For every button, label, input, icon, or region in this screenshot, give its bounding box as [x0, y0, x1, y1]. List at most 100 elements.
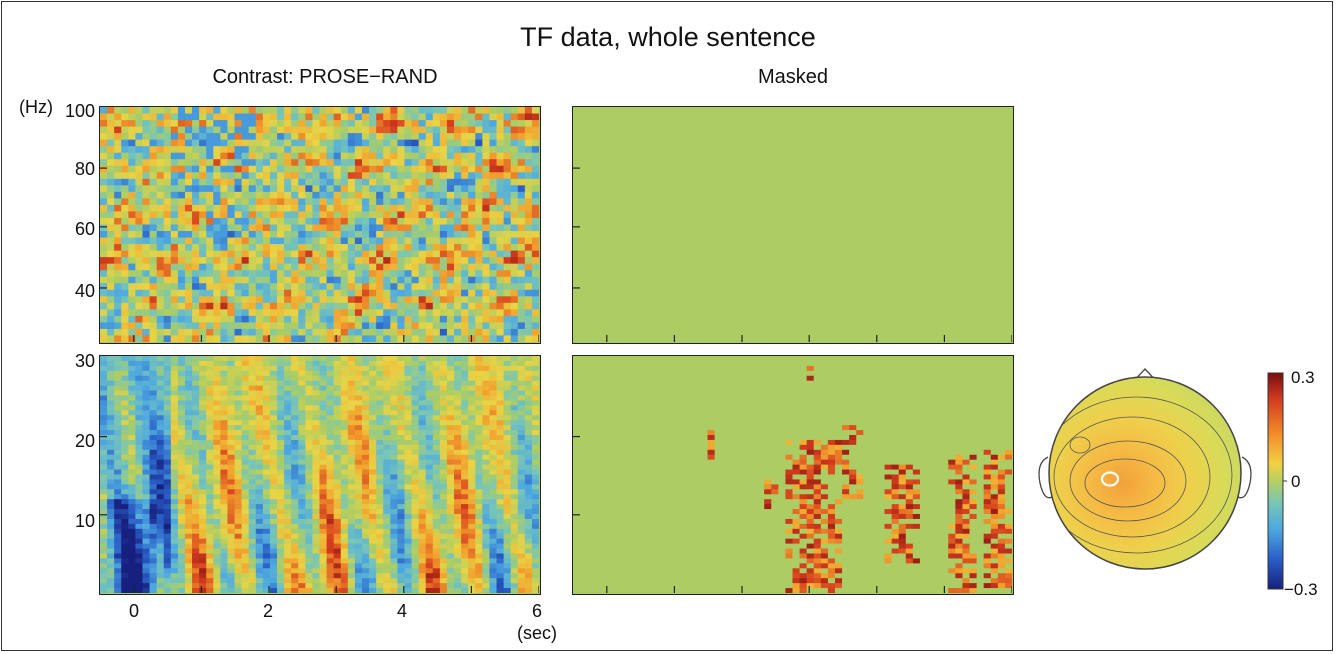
contrast-low-cell [291, 459, 299, 466]
contrast-low-cell [361, 356, 370, 362]
contrast-low-cell [177, 523, 186, 530]
contrast-low-cell [213, 390, 221, 397]
contrast-high-cell [277, 309, 285, 317]
contrast-high-cell [121, 217, 129, 226]
contrast-high-cell [369, 270, 377, 278]
contrast-low-cell [524, 435, 533, 441]
contrast-high-cell [461, 126, 469, 134]
contrast-high-cell [510, 133, 519, 141]
contrast-high-cell [277, 185, 285, 193]
contrast-low-cell [354, 410, 363, 416]
contrast-low-cell [390, 380, 398, 387]
contrast-high-cell [227, 250, 236, 258]
contrast-low-cell [128, 410, 136, 416]
contrast-high-cell [461, 322, 469, 330]
contrast-high-cell [454, 309, 462, 317]
contrast-low-cell [305, 474, 314, 481]
contrast-high-cell [319, 250, 328, 258]
contrast-high-cell [369, 159, 377, 167]
contrast-high-cell [277, 198, 285, 206]
contrast-high-cell [461, 217, 469, 226]
contrast-low-cell [100, 395, 108, 402]
contrast-low-cell [170, 454, 179, 461]
contrast-low-cell [397, 499, 406, 505]
contrast-low-cell [142, 395, 151, 402]
contrast-low-cell [135, 365, 144, 372]
contrast-low-cell [524, 553, 533, 560]
contrast-low-cell [199, 543, 207, 550]
contrast-low-cell [248, 509, 257, 515]
contrast-low-cell [100, 435, 108, 441]
contrast-high-cell [241, 270, 250, 278]
contrast-low-cell [142, 518, 151, 525]
contrast-low-cell [241, 514, 250, 520]
contrast-low-cell [255, 405, 264, 411]
contrast-low-cell [361, 474, 370, 481]
contrast-high-cell [312, 204, 321, 213]
contrast-low-cell [100, 523, 108, 530]
contrast-low-cell [170, 464, 179, 471]
contrast-high-cell [170, 276, 179, 284]
contrast-high-cell [383, 204, 391, 213]
contrast-high-cell [184, 120, 193, 128]
contrast-low-cell [291, 568, 299, 574]
contrast-low-cell [277, 563, 285, 569]
contrast-high-cell [241, 283, 250, 291]
contrast-high-cell [284, 172, 292, 180]
contrast-low-cell [361, 395, 370, 402]
contrast-high-cell [319, 165, 328, 173]
contrast-high-cell [262, 172, 271, 180]
contrast-low-cell [114, 380, 122, 387]
contrast-high-cell [128, 159, 136, 167]
contrast-low-cell [107, 518, 115, 525]
contrast-high-cell [184, 244, 193, 252]
contrast-low-cell [425, 400, 434, 406]
contrast-high-cell [354, 263, 363, 271]
contrast-low-cell [128, 573, 136, 579]
contrast-high-cell [177, 335, 186, 342]
contrast-high-cell [262, 231, 271, 239]
contrast-high-cell [213, 185, 221, 193]
contrast-low-cell [340, 415, 349, 421]
contrast-high-cell [100, 178, 108, 186]
contrast-low-cell [305, 568, 314, 574]
contrast-low-cell [248, 523, 257, 530]
contrast-high-cell [468, 283, 476, 291]
contrast-low-cell [411, 405, 420, 411]
contrast-low-cell [454, 444, 462, 451]
contrast-low-cell [269, 425, 278, 431]
contrast-low-cell [510, 538, 519, 545]
contrast-low-cell [262, 509, 271, 515]
contrast-high-cell [156, 302, 165, 310]
contrast-high-cell [184, 257, 193, 265]
contrast-high-cell [404, 302, 413, 310]
contrast-high-cell [234, 204, 243, 213]
contrast-high-cell [482, 113, 491, 121]
contrast-low-cell [121, 464, 129, 471]
contrast-high-cell [531, 159, 539, 167]
contrast-high-cell [418, 237, 427, 245]
contrast-low-cell [227, 499, 236, 505]
contrast-low-cell [404, 395, 413, 402]
contrast-low-cell [489, 499, 498, 505]
contrast-high-cell [489, 250, 498, 258]
contrast-low-cell [213, 548, 221, 555]
contrast-low-cell [361, 400, 370, 406]
contrast-low-cell [206, 385, 214, 392]
contrast-low-cell [128, 543, 136, 550]
contrast-high-cell [121, 185, 129, 193]
contrast-low-cell [192, 395, 200, 402]
contrast-low-cell [482, 489, 491, 495]
contrast-low-cell [524, 449, 533, 456]
contrast-low-cell [376, 449, 384, 456]
contrast-low-cell [206, 528, 214, 535]
contrast-low-cell [277, 454, 285, 461]
contrast-high-cell [312, 296, 321, 304]
contrast-low-cell [128, 469, 136, 476]
contrast-high-cell [326, 172, 335, 180]
contrast-low-cell [425, 514, 434, 520]
contrast-low-cell [128, 370, 136, 377]
contrast-low-cell [376, 479, 384, 485]
contrast-low-cell [404, 464, 413, 471]
contrast-low-cell [234, 553, 243, 560]
